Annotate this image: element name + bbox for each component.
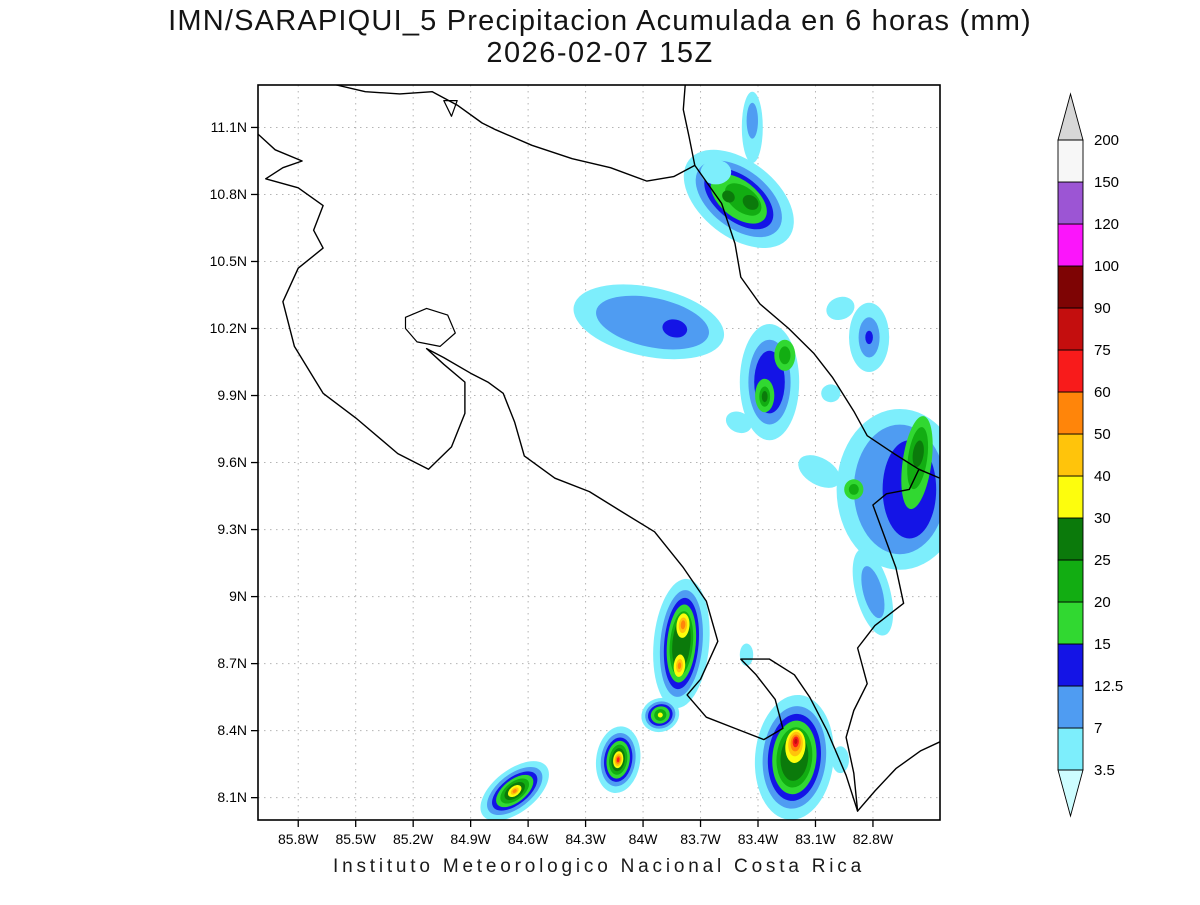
colorbar-tick-label: 12.5	[1094, 678, 1123, 695]
colorbar: 3.5 7 12.5 15 20 25 30 40 50 60 75 90 100 120 150 200	[1057, 92, 1123, 818]
colorbar-segment	[1057, 727, 1084, 771]
x-tick-label: 85.5W	[335, 831, 376, 847]
y-tick-label: 10.8N	[210, 186, 247, 202]
precip-cell-pacific-cell-small	[641, 697, 680, 733]
grid-lines	[258, 85, 940, 820]
x-tick-label: 83.4W	[738, 831, 779, 847]
precip-cell-golfo-dulce-cell	[754, 694, 834, 820]
x-tick-label: 83.1W	[795, 831, 836, 847]
precip-cell-pacific-cell-north	[653, 578, 710, 709]
y-tick-label: 8.4N	[217, 722, 247, 738]
precip-cell-mid-caribbean-west-patch	[725, 411, 752, 434]
precip-cell-talamanca-coast-green-band	[901, 416, 933, 510]
colorbar-tick-label: 30	[1094, 510, 1111, 527]
colorbar-bottom-arrow	[1057, 769, 1084, 818]
coastline-nicaragua-border-san-juan	[335, 85, 696, 182]
precip-cell-talamanca-green-dot	[844, 479, 864, 500]
precip-cell-pacific-cell-west	[480, 761, 549, 820]
colorbar-top-arrow	[1057, 92, 1084, 141]
precip-cell-pacific-cell-central	[595, 726, 641, 794]
colorbar-tick-label: 15	[1094, 636, 1111, 653]
precip-cell-north-coast-streak	[741, 91, 763, 164]
chart-subtitle: 2026-02-07 15Z	[486, 37, 714, 69]
colorbar-tick-label: 100	[1094, 258, 1119, 275]
precip-cell-central-band	[573, 284, 725, 360]
x-tick-label: 84.6W	[508, 831, 549, 847]
coastline-caribbean-coast	[694, 164, 940, 479]
colorbar-tick-label: 90	[1094, 300, 1111, 317]
colorbar-tick-label: 75	[1094, 342, 1111, 359]
colorbar-tick-label: 150	[1094, 174, 1119, 191]
colorbar-segment	[1057, 517, 1084, 561]
colorbar-segment	[1057, 223, 1084, 267]
precip-cell-northeast-coast-patch-2	[826, 296, 855, 321]
precip-cell-northeast-coast-patch-3	[821, 384, 841, 403]
footer-caption: Instituto Meteorologico Nacional Costa R…	[333, 856, 865, 877]
precip-cell-southeast-tail	[852, 548, 894, 636]
x-tick-label: 84.3W	[565, 831, 606, 847]
colorbar-segment	[1057, 601, 1084, 645]
x-tick-label: 82.8W	[853, 831, 894, 847]
colorbar-segment	[1057, 475, 1084, 519]
y-tick-label: 11.1N	[211, 119, 247, 135]
y-tick-label: 9.6N	[217, 454, 247, 470]
precipitation-shading	[480, 91, 940, 820]
precip-cell-northeast-coast-patch	[849, 302, 890, 372]
colorbar-segment	[1057, 433, 1084, 477]
precip-cell-north-caribbean-west-patch	[700, 159, 732, 185]
coastline-panama-border	[845, 468, 920, 812]
coastlines	[258, 85, 940, 812]
colorbar-tick-label: 25	[1094, 552, 1111, 569]
x-tick-label: 84W	[629, 831, 659, 847]
precip-cell-osa-north-speck	[739, 643, 754, 666]
x-tick-label: 83.7W	[680, 831, 721, 847]
colorbar-segment	[1057, 685, 1084, 729]
colorbar-tick-label: 40	[1094, 468, 1111, 485]
colorbar-tick-label: 60	[1094, 384, 1111, 401]
y-tick-label: 8.7N	[217, 655, 247, 671]
precip-cell-golfo-dulce-east-dot	[831, 746, 849, 774]
colorbar-tick-label: 120	[1094, 216, 1119, 233]
x-tick-label: 85.2W	[393, 831, 434, 847]
colorbar-segment	[1057, 181, 1084, 225]
colorbar-segment	[1057, 349, 1084, 393]
y-tick-label: 9.3N	[217, 521, 247, 537]
y-tick-label: 8.1N	[217, 789, 247, 805]
y-tick-label: 9N	[229, 588, 247, 604]
island-gulf-of-nicoya-head	[404, 307, 456, 347]
x-tick-label: 85.8W	[278, 831, 319, 847]
colorbar-tick-label: 20	[1094, 594, 1111, 611]
island-lake-nicaragua-island	[443, 99, 458, 117]
colorbar-tick-label: 7	[1094, 720, 1102, 737]
x-tick-label: 84.9W	[450, 831, 491, 847]
colorbar-segment	[1057, 559, 1084, 603]
y-tick-label: 10.5N	[210, 253, 247, 269]
colorbar-segment	[1057, 265, 1084, 309]
colorbar-segment	[1057, 391, 1084, 435]
chart-title: IMN/SARAPIQUI_5 Precipitacion Acumulada …	[168, 5, 1032, 37]
colorbar-tick-label: 3.5	[1094, 762, 1115, 779]
colorbar-segment	[1057, 139, 1084, 183]
precip-cell-southeast-west-arm	[798, 455, 841, 488]
colorbar-segment	[1057, 643, 1084, 687]
colorbar-tick-label: 200	[1094, 132, 1119, 149]
plot-frame	[257, 84, 941, 821]
y-tick-label: 10.2N	[210, 320, 247, 336]
precip-cell-mid-caribbean-cluster	[739, 324, 800, 441]
axes: 11.1N 10.8N 10.5N 10.2N 9.9N 9.6N 9.3N 9N 8.7N 8.…	[210, 119, 894, 847]
precip-cell-north-caribbean-cluster	[683, 149, 794, 248]
y-tick-label: 9.9N	[217, 387, 247, 403]
coastline-pacific-coast	[258, 133, 940, 812]
colorbar-tick-label: 50	[1094, 426, 1111, 443]
colorbar-segment	[1057, 307, 1084, 351]
